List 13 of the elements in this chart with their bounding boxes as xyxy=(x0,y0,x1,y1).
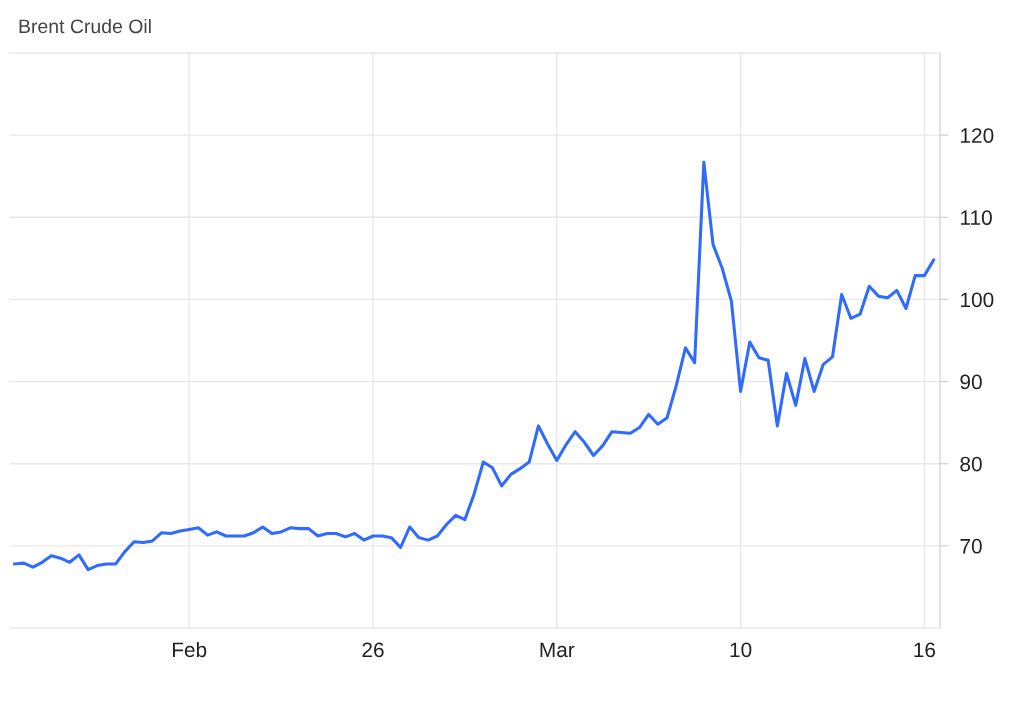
line-series xyxy=(13,160,936,572)
x-tick-label: 26 xyxy=(362,642,384,658)
y-tick-label: 120 xyxy=(961,128,994,143)
x-tick-label: 16 xyxy=(914,642,936,658)
y-tick-label: 80 xyxy=(960,456,982,472)
x-tick-label: Feb xyxy=(172,641,207,658)
chart-title: Brent Crude Oil xyxy=(19,18,151,34)
x-tick-label: 10 xyxy=(730,642,752,658)
x-tick-label: Mar xyxy=(540,642,575,658)
y-tick-label: 90 xyxy=(960,374,982,390)
y-tick-label: 110 xyxy=(961,210,992,226)
y-tick-label: 70 xyxy=(960,538,982,554)
y-tick-label: 100 xyxy=(961,292,994,308)
